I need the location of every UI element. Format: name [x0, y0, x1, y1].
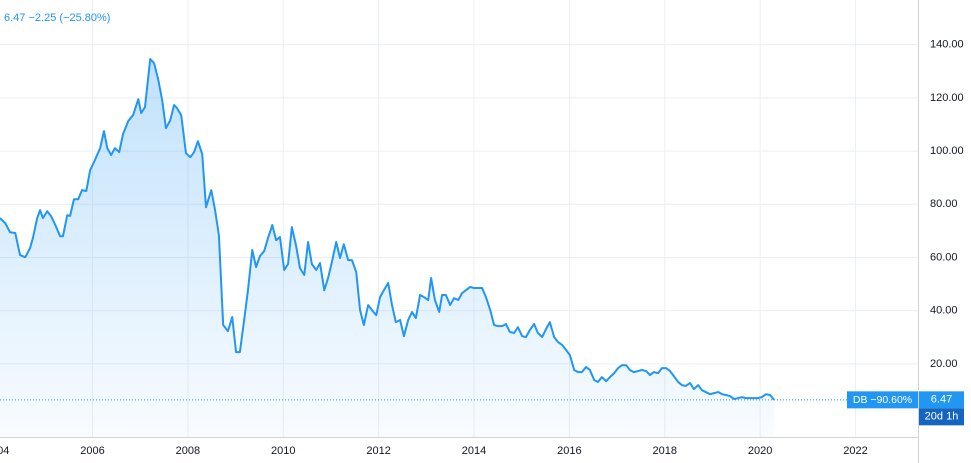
header-quote: 6.47 −2.25 (−25.80%) [4, 12, 110, 24]
x-tick-label: 2020 [748, 445, 772, 457]
x-tick-label: 2018 [653, 445, 677, 457]
series-name: DB [853, 394, 868, 406]
plot-area [0, 58, 918, 437]
line [0, 58, 775, 401]
tag-value: 6.47 [931, 394, 952, 406]
y-tick-label: 140.00 [930, 39, 964, 51]
x-tick-label: 2008 [176, 445, 200, 457]
countdown-box [919, 408, 964, 426]
countdown: 20d 1h [925, 411, 959, 423]
header-last: 6.47 [4, 12, 25, 24]
y-tick-label: 40.00 [930, 305, 958, 317]
y-tick-label: 120.00 [930, 92, 964, 104]
area [0, 59, 774, 437]
y-tick-label: 80.00 [930, 198, 958, 210]
y-tick-label: 100.00 [930, 145, 964, 157]
x-tick-label: 2010 [271, 445, 295, 457]
x-tick-label: 2006 [80, 445, 104, 457]
x-tick-label: 2016 [557, 445, 581, 457]
tag-value-box [919, 391, 964, 409]
axis-layer: 2004 2006 2008 2010 2012 2014 2016 2018 2020 2022… [0, 39, 964, 457]
tag-name-box [847, 391, 918, 409]
x-tick-label: 2004 [0, 445, 9, 457]
price-tag: DB −90.60% 6.47 20d 1h [847, 391, 964, 426]
x-tick-label: 2022 [843, 445, 867, 457]
header-change: −2.25 (−25.80%) [28, 12, 110, 24]
y-tick-label: 60.00 [930, 251, 958, 263]
x-tick-label: 2014 [462, 445, 486, 457]
tag-change: −90.60% [870, 394, 912, 406]
tag-name: DB −90.60% [853, 394, 912, 406]
x-tick-label: 2012 [366, 445, 390, 457]
y-tick-label: 20.00 [930, 358, 958, 370]
